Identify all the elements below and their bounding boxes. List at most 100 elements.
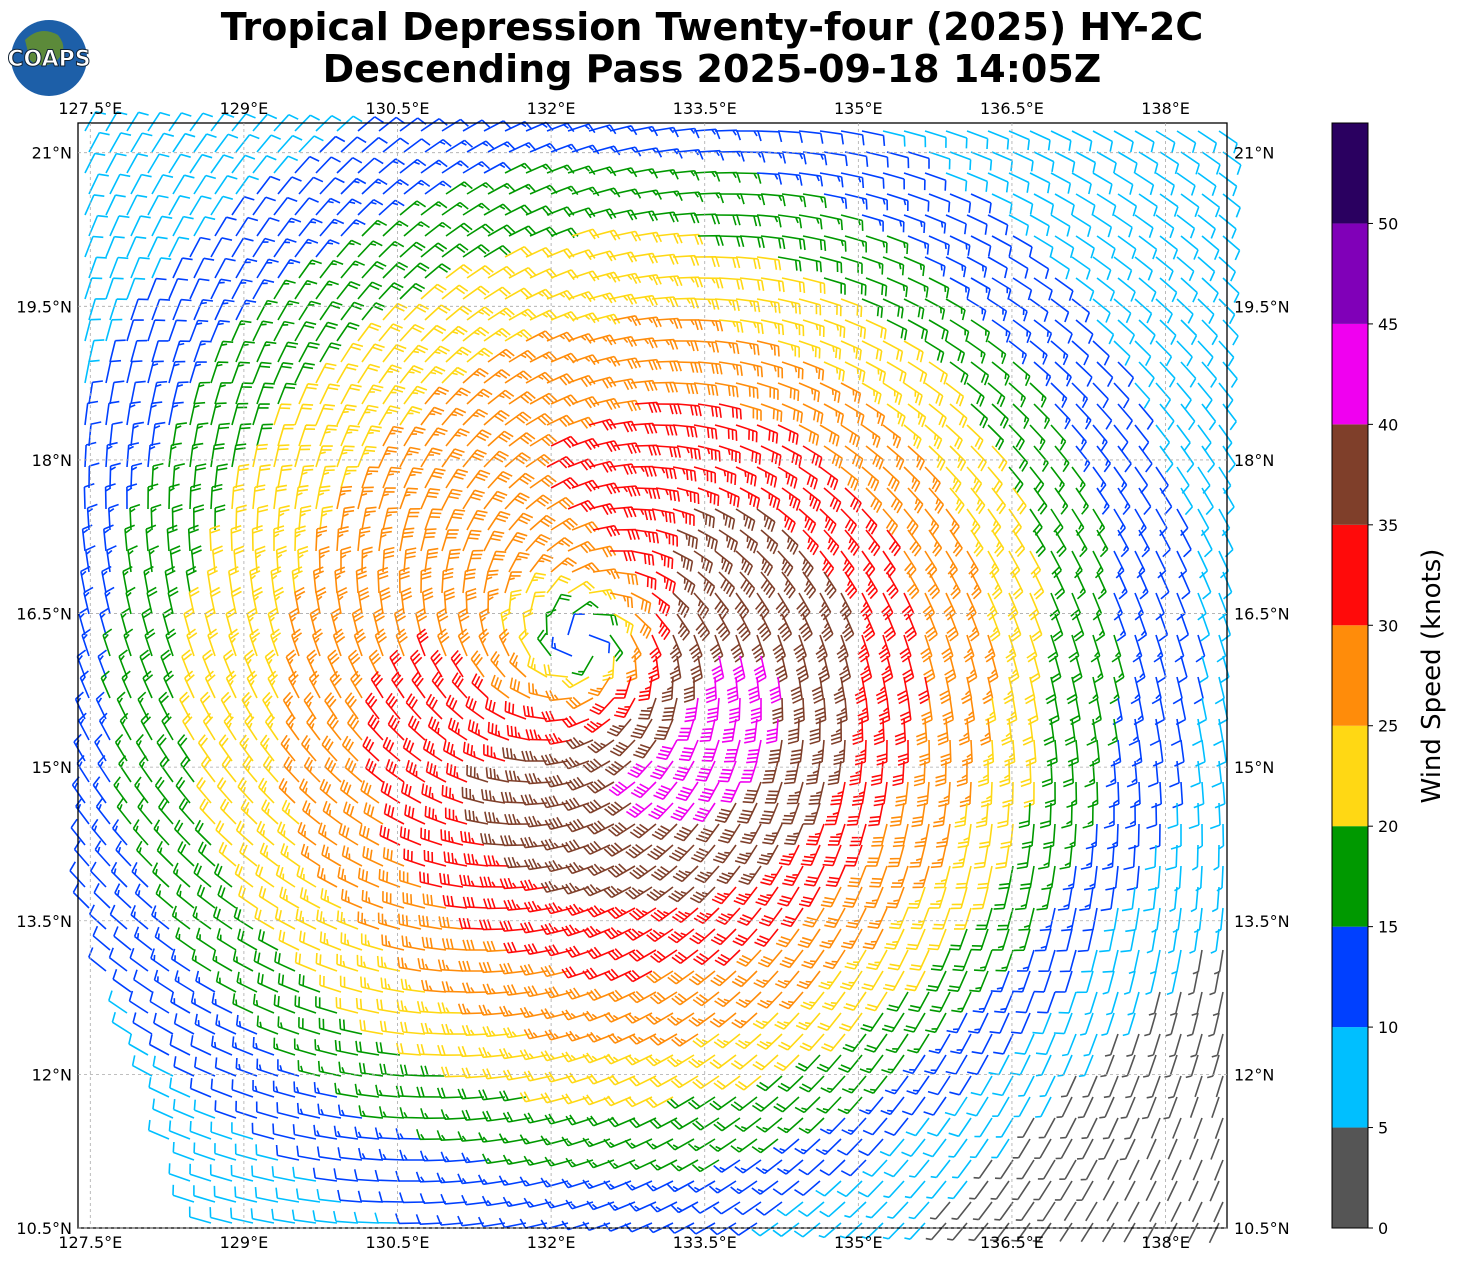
wind-barb: [274, 951, 296, 972]
wind-barb: [101, 565, 112, 594]
wind-barb: [1117, 445, 1132, 473]
wind-barb: [482, 1025, 510, 1038]
wind-barb: [565, 736, 594, 750]
wind-barb: [567, 207, 596, 219]
title-line: Descending Pass 2025-09-18 14:05Z: [323, 47, 1102, 91]
wind-barb: [739, 193, 766, 206]
wind-barb: [1159, 193, 1179, 217]
wind-barb: [273, 279, 296, 300]
wind-barb: [478, 919, 506, 931]
wind-barb: [1186, 1012, 1199, 1037]
wind-barb: [123, 628, 134, 657]
wind-barb: [462, 939, 489, 951]
wind-barb: [798, 1159, 825, 1176]
wind-barb: [277, 341, 299, 363]
wind-barb: [1197, 214, 1216, 239]
wind-barb: [929, 1201, 951, 1220]
wind-barb: [860, 1012, 884, 1032]
wind-barb: [294, 155, 320, 174]
wind-barb: [270, 566, 282, 594]
wind-barb: [979, 718, 992, 746]
wind-barb: [1111, 634, 1122, 663]
wind-barb: [399, 826, 422, 846]
wind-barb: [817, 655, 830, 684]
wind-barb: [441, 1023, 468, 1035]
wind-barb: [760, 487, 781, 511]
wind-barb: [544, 774, 573, 788]
wind-barb: [751, 1138, 779, 1154]
wind-barb: [928, 277, 950, 299]
wind-barb: [991, 403, 1009, 429]
wind-barb: [1038, 844, 1052, 870]
title-line: Tropical Depression Twenty-four (2025) H…: [221, 5, 1204, 49]
wind-barb: [1029, 172, 1051, 194]
wind-barb: [1075, 403, 1092, 430]
wind-barb: [892, 760, 905, 787]
wind-barb: [336, 485, 353, 510]
wind-barb: [155, 883, 174, 909]
wind-barb: [789, 739, 804, 765]
wind-barb: [225, 670, 237, 699]
wind-barb: [565, 945, 594, 958]
wind-barb: [735, 424, 758, 443]
wind-barb: [1050, 655, 1062, 684]
wind-barb: [1106, 1201, 1119, 1222]
wind-barb: [786, 781, 804, 805]
wind-barb: [341, 735, 359, 762]
wind-barb: [1029, 550, 1042, 579]
wind-barb: [844, 151, 869, 167]
wind-barb: [1164, 1054, 1178, 1078]
wind-barb: [421, 936, 447, 951]
colorbar-tick-label: 25: [1378, 717, 1398, 736]
wind-barb: [109, 421, 123, 447]
wind-barb: [487, 141, 516, 153]
wind-barb: [315, 952, 338, 972]
wind-barb: [84, 111, 107, 132]
wind-barb: [713, 1033, 741, 1049]
wind-barb: [193, 463, 207, 489]
wind-barb: [314, 1039, 338, 1056]
wind-barb: [1075, 571, 1087, 600]
wind-barb: [966, 382, 985, 407]
wind-barb: [277, 1016, 300, 1035]
wind-barb: [362, 736, 380, 762]
wind-barb: [1138, 361, 1155, 388]
wind-barb: [927, 1117, 951, 1137]
wind-barb: [231, 402, 249, 426]
wind-barb: [561, 924, 590, 937]
wind-barb: [670, 1159, 699, 1172]
wind-barb: [777, 340, 800, 358]
wind-barb: [231, 278, 253, 300]
wind-barb: [603, 968, 632, 982]
wind-barb: [712, 1201, 741, 1215]
wind-barb: [252, 1079, 275, 1098]
wind-barb: [424, 263, 451, 279]
wind-barb: [1190, 760, 1201, 788]
wind-barb: [649, 1201, 678, 1213]
wind-barb: [624, 1138, 653, 1149]
wind-barb: [987, 466, 1003, 494]
wind-barb: [462, 408, 489, 426]
wind-barb: [925, 1222, 947, 1241]
wind-barb: [1128, 718, 1140, 746]
wind-barb: [329, 670, 342, 699]
wind-barb: [778, 1033, 804, 1051]
wind-barb: [884, 1075, 909, 1095]
wind-barb: [1096, 193, 1117, 217]
wind-barb: [256, 299, 278, 321]
wind-barb: [803, 802, 821, 825]
wind-barb: [252, 361, 272, 384]
wind-barb: [255, 1144, 279, 1161]
wind-barb: [1083, 865, 1098, 891]
wind-barb: [650, 760, 674, 780]
wind-barb: [802, 319, 825, 338]
wind-barb: [735, 550, 754, 576]
wind-barb: [646, 928, 674, 943]
wind-barb: [830, 781, 846, 806]
wind-barb: [273, 362, 294, 384]
wind-barb: [844, 529, 860, 556]
wind-barb: [143, 565, 154, 594]
wind-barb: [1055, 1138, 1073, 1160]
wind-barb: [1071, 424, 1087, 451]
wind-barb: [1050, 130, 1072, 151]
